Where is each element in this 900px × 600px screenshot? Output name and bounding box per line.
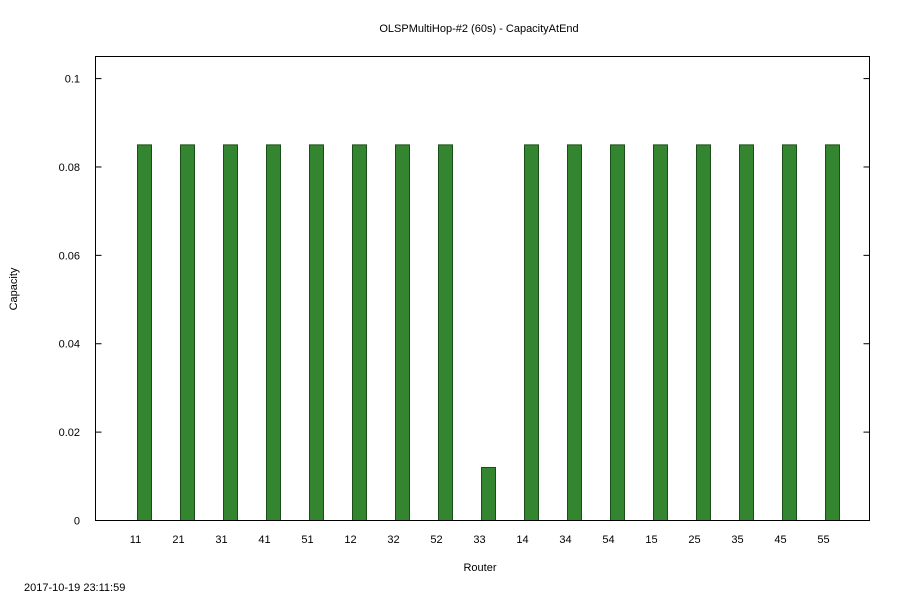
bar-45 [782,144,797,521]
bars [137,144,840,522]
bar-54 [610,144,625,521]
bar-21 [180,144,195,521]
bar-32 [395,144,410,521]
plot-frame [95,56,870,521]
x-tick-label: 34 [559,534,571,546]
x-tick-label: 32 [387,534,399,546]
x-tick-label: 15 [645,534,657,546]
timestamp: 2017-10-19 23:11:59 [24,582,126,594]
x-tick-labels: 11 21 31 41 51 12 32 52 33 14 34 54 15 25 35 45 55 [130,534,830,546]
x-tick-label: 45 [774,534,786,546]
axis-ticks [95,78,870,433]
x-tick-label: 11 [130,534,141,546]
bar-14 [524,144,539,521]
x-tick-label: 52 [430,534,442,546]
x-tick-label: 31 [215,534,227,546]
x-tick-label: 12 [344,534,356,546]
x-tick-label: 25 [688,534,700,546]
y-tick-label: 0.08 [59,162,80,174]
y-tick-label: 0 [74,516,80,528]
chart-title: OLSPMultiHop-#2 (60s) - CapacityAtEnd [379,23,578,35]
bar-51 [309,144,324,521]
bar-25 [696,144,711,521]
y-tick-label: 0.1 [65,74,80,86]
bar-35 [739,144,754,521]
x-tick-label: 33 [473,534,485,546]
bar-11 [137,144,152,521]
x-tick-label: 41 [258,534,270,546]
y-tick-label: 0.02 [59,427,80,439]
x-tick-label: 21 [172,534,184,546]
x-axis-label: Router [463,562,496,574]
x-tick-label: 51 [301,534,313,546]
x-tick-label: 54 [602,534,614,546]
bar-15 [653,144,668,521]
bar-33 [481,466,496,522]
y-axis-label: Capacity [8,267,20,310]
x-tick-label: 14 [516,534,528,546]
bar-52 [438,144,453,521]
x-tick-label: 55 [817,534,829,546]
bar-31 [223,144,238,521]
y-tick-label: 0.06 [59,250,80,262]
x-tick-label: 35 [731,534,743,546]
bar-12 [352,144,367,521]
y-tick-label: 0.04 [59,339,80,351]
bar-34 [567,144,582,521]
bar-55 [825,144,840,521]
bar-41 [266,144,281,521]
y-tick-labels: 0 0.02 0.04 0.06 0.08 0.1 [59,74,80,528]
